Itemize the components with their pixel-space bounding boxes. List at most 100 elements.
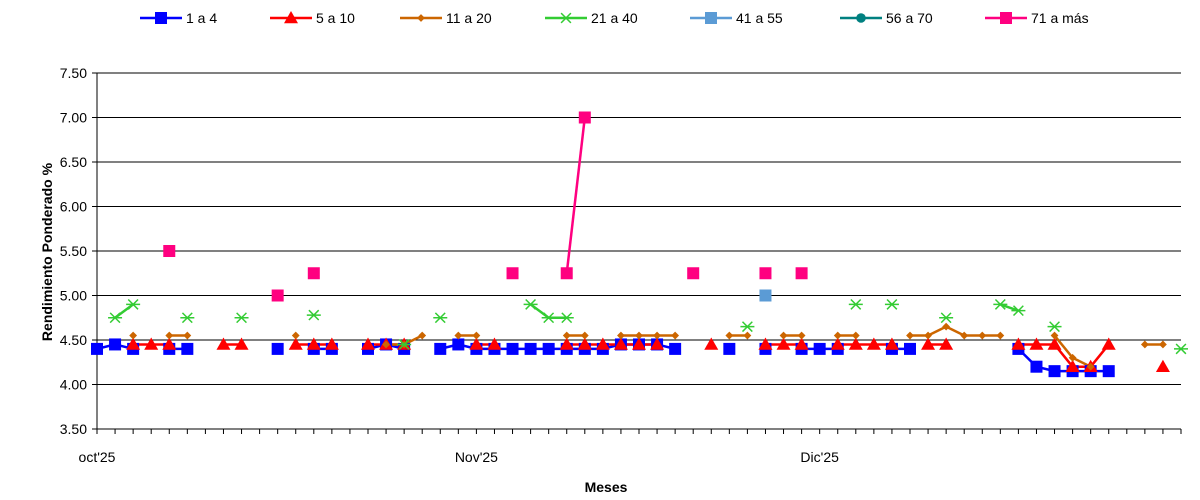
x-axis-title: Meses [585, 479, 628, 495]
series-3-point [996, 331, 1005, 340]
series-1-point [669, 342, 682, 355]
series-3-point [833, 331, 842, 340]
series-2-point [1065, 359, 1080, 372]
series-2-point [884, 337, 899, 350]
series-2-point [559, 337, 574, 350]
series-2-point [848, 337, 863, 350]
legend-swatch-marker [1000, 12, 1012, 24]
y-tick-label: 5.00 [60, 288, 87, 304]
y-tick-labels: 3.50 4.00 4.50 5.00 5.50 6.00 6.50 7.00 7.50 [60, 65, 87, 437]
series-4-point [884, 298, 899, 310]
y-tick-label: 7.50 [60, 65, 87, 81]
y-tick-label: 3.50 [60, 421, 87, 437]
series-2-point [324, 337, 339, 350]
series-4-point [126, 298, 141, 310]
series-4-point [397, 339, 412, 350]
series-2-point [487, 337, 502, 350]
legend-label: 56 a 70 [886, 10, 933, 26]
series-4-point [740, 321, 755, 333]
legend-label: 71 a más [1031, 10, 1089, 26]
series-3-point [129, 331, 138, 340]
series-3-point [725, 331, 734, 340]
series-1-point [1030, 360, 1043, 373]
legend-swatch-marker [284, 11, 298, 24]
series-2-point [632, 337, 646, 350]
series-1-point [1048, 365, 1061, 378]
legend-item: 11 a 20 [400, 10, 492, 26]
series-2-point [216, 337, 231, 350]
legend: 1 a 4 5 a 10 11 a 20 21 a 40 41 a 55 56 a 70 7… [140, 10, 1089, 26]
series-2-point [776, 337, 791, 350]
series-7-point [578, 111, 591, 124]
series-2-point [1011, 337, 1026, 350]
series-4-point [559, 312, 574, 324]
series-4-point [993, 298, 1008, 310]
series-3-point [183, 331, 192, 340]
series-3-point [454, 331, 463, 340]
legend-label: 41 a 55 [736, 10, 783, 26]
series-2-point [306, 337, 321, 350]
series-3-point [960, 331, 969, 340]
x-tick-label: Nov'25 [455, 449, 498, 465]
series-2-point [234, 337, 249, 350]
series-3-point [1050, 331, 1059, 340]
series-3-point [671, 331, 680, 340]
legend-swatch-marker [417, 14, 425, 22]
series-markers [91, 111, 1188, 378]
series-3-point [291, 331, 300, 340]
legend-item: 56 a 70 [840, 10, 933, 26]
series-4-point [180, 312, 195, 324]
series-7-point [560, 267, 573, 280]
series-1-point [434, 342, 447, 355]
series-4-point [1047, 321, 1062, 333]
series-3-point [1068, 353, 1077, 362]
series-2-point [866, 337, 881, 350]
series-5-point [759, 289, 772, 302]
series-1-point [181, 342, 194, 355]
legend-label: 21 a 40 [591, 10, 638, 26]
series-2-point [650, 337, 665, 350]
legend-item: 21 a 40 [545, 10, 638, 26]
series-2-point [595, 337, 610, 350]
series-2-point [361, 337, 375, 350]
series-7-line [565, 117, 587, 274]
series-3-point [906, 331, 914, 340]
series-3-point [472, 331, 481, 340]
series-2-point [1101, 337, 1116, 350]
series-3-point [924, 331, 932, 340]
series-3-point [1159, 340, 1167, 349]
series-3-point [382, 340, 390, 349]
series-3-point [779, 331, 788, 340]
series-3-point [942, 322, 951, 331]
series-2-point [704, 337, 719, 350]
series-3-point [1140, 340, 1149, 349]
legend-swatch-marker [155, 12, 167, 24]
series-7-point [506, 267, 519, 280]
legend-item: 5 a 10 [270, 10, 355, 26]
series-1-point [723, 342, 736, 355]
series-3-point [418, 331, 427, 340]
legend-item: 41 a 55 [690, 10, 783, 26]
series-3-point [165, 331, 174, 340]
legend-swatch-marker [856, 13, 866, 23]
y-tick-label: 4.00 [60, 377, 87, 393]
series-4-point [523, 298, 538, 310]
series-2-point [794, 337, 809, 350]
series-1-point [542, 342, 555, 355]
series-7-point [759, 267, 772, 280]
series-1-point [91, 342, 103, 355]
series-4-point [1174, 343, 1188, 355]
series-3-point [562, 331, 571, 340]
legend-swatch-marker [705, 12, 717, 24]
series-2-point [288, 337, 303, 350]
series-2-point [830, 337, 845, 350]
x-tick-label: oct'25 [79, 449, 116, 465]
series-4-point [234, 312, 249, 324]
y-tick-label: 6.50 [60, 154, 87, 170]
series-2-point [939, 337, 954, 350]
series-4-point [848, 298, 863, 310]
series-2-point [1047, 337, 1062, 350]
series-1-point [524, 342, 537, 355]
